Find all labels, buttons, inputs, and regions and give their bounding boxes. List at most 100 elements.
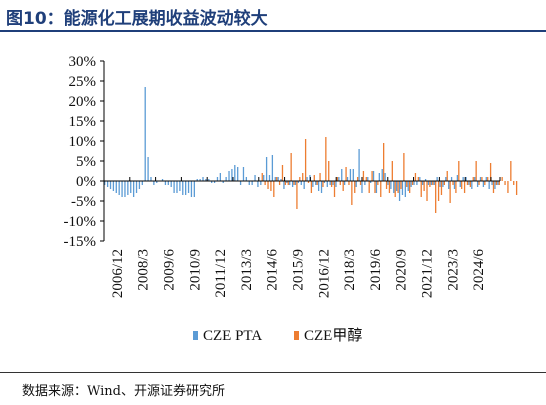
bar-pta (315, 181, 317, 185)
bar-methanol (426, 181, 428, 201)
bar-pta (167, 181, 169, 185)
bar-methanol (293, 181, 295, 185)
bar-pta (161, 179, 164, 181)
bar-pta (127, 181, 129, 195)
bar-pta (260, 181, 262, 185)
y-tick-label: -15% (64, 234, 97, 250)
bar-pta (115, 181, 117, 193)
bar-pta (283, 181, 285, 189)
bar-methanol (310, 181, 313, 193)
bar-pta (346, 177, 349, 181)
source-rule (0, 372, 546, 373)
bar-methanol (495, 181, 498, 185)
bar-pta (141, 181, 143, 185)
bar-pta (375, 181, 378, 193)
bar-pta (456, 175, 459, 181)
bar-pta (268, 175, 271, 181)
bar-methanol (409, 181, 411, 193)
bar-pta (349, 169, 352, 181)
bar-pta (280, 179, 282, 181)
bar-pta (462, 177, 464, 181)
bar-pta (176, 181, 178, 193)
bar-pta (476, 181, 479, 187)
bar-pta (352, 169, 354, 181)
bar-pta (271, 155, 274, 181)
x-tick-label: 2016/12 (316, 249, 332, 298)
bar-methanol (316, 181, 318, 185)
bar-methanol (507, 181, 509, 193)
bar-pta (343, 181, 346, 185)
bar-pta (135, 181, 138, 193)
bar-pta (118, 181, 120, 195)
bar-pta (216, 177, 219, 181)
bar-pta (424, 179, 427, 181)
bar-methanol (276, 177, 278, 181)
x-axis: 2006/12 2008/3 2009/6 2010/9 2011/12 2013/3 20… (103, 177, 501, 298)
x-tick-label: 2013/3 (239, 249, 255, 291)
bar-methanol (414, 173, 417, 181)
bar-methanol (440, 181, 443, 195)
bar-pta (488, 181, 490, 189)
bar-pta (367, 177, 369, 181)
bar-methanol (466, 181, 469, 185)
bar-methanol (484, 181, 486, 185)
bar-methanol (348, 181, 350, 185)
bar-pta (320, 181, 323, 193)
bar-pta (179, 181, 181, 191)
bar-pta (208, 179, 210, 181)
bar-pta (286, 181, 288, 183)
bar-pta (291, 181, 294, 187)
x-tick-label: 2019/6 (368, 249, 384, 291)
bar-pta (190, 181, 193, 197)
bar-methanol (487, 177, 489, 181)
bar-methanol (443, 181, 445, 185)
bar-methanol (333, 181, 336, 197)
bar-pta (326, 181, 328, 187)
bar-pta (303, 181, 305, 189)
plot-area (104, 87, 518, 213)
bar-pta (396, 181, 398, 191)
source-note: 数据来源：Wind、开源证券研究所 (22, 384, 225, 399)
bar-pta (407, 181, 409, 191)
bar-pta (219, 173, 221, 181)
bar-methanol (435, 181, 437, 213)
x-tick-label: 2008/3 (136, 249, 152, 291)
bar-pta (404, 181, 406, 197)
bar-methanol (362, 171, 365, 181)
bar-pta (182, 181, 184, 195)
bar-chart: 30%25%20%15%10%5%0%-5%-10%-15% 2006/12 20… (64, 54, 518, 344)
bar-pta (153, 181, 155, 185)
bar-methanol (492, 181, 495, 193)
bar-methanol (354, 181, 356, 193)
bar-pta (173, 181, 175, 193)
bar-methanol (394, 181, 396, 197)
bar-pta (193, 181, 195, 197)
bar-methanol (284, 181, 287, 185)
bar-methanol (417, 177, 419, 181)
bar-pta (205, 179, 207, 181)
bar-pta (468, 181, 470, 185)
bar-methanol (446, 171, 448, 181)
bar-methanol (475, 161, 477, 181)
bar-pta (254, 175, 256, 181)
title-rule (0, 30, 546, 32)
bar-methanol (429, 181, 431, 187)
bar-pta (439, 181, 441, 187)
bar-pta (263, 175, 265, 181)
bar-pta (144, 87, 146, 181)
bar-pta (300, 181, 302, 185)
bar-pta (485, 177, 487, 181)
y-tick-label: 15% (69, 114, 97, 130)
bar-pta (257, 181, 259, 187)
bar-methanol (342, 181, 344, 191)
bar-methanol (273, 181, 275, 197)
bar-pta (112, 181, 115, 191)
bar-pta (150, 177, 152, 181)
bar-pta (312, 181, 314, 187)
bar-pta (277, 177, 279, 181)
bar-methanol (380, 181, 382, 197)
x-tick-label: 2014/6 (265, 249, 281, 291)
y-tick-label: -5% (71, 194, 96, 210)
bar-pta (372, 171, 375, 181)
legend-swatch-pta (193, 331, 198, 340)
